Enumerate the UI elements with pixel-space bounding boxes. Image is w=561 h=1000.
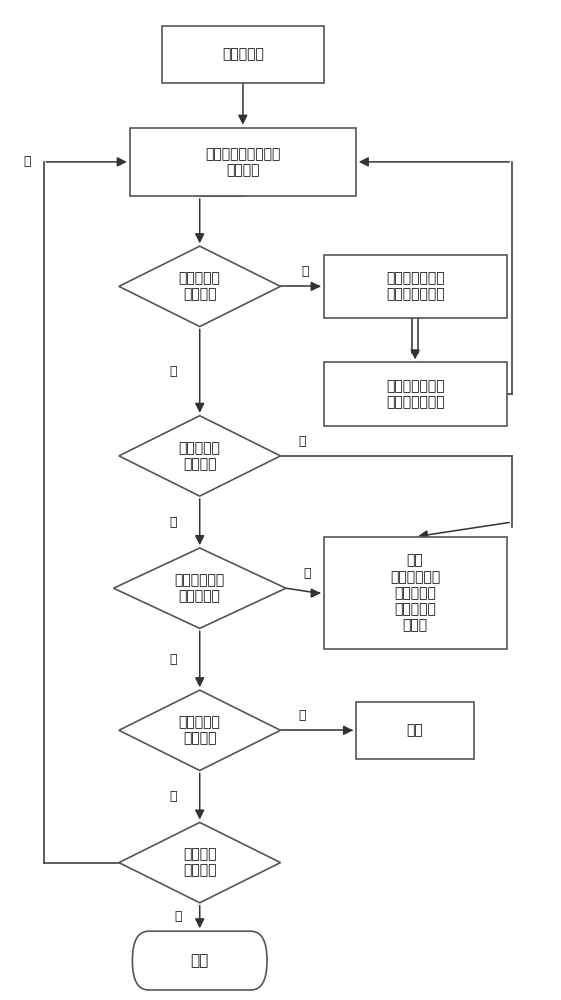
Text: 否: 否 <box>169 516 177 529</box>
Text: 纸币输入端
是否故障: 纸币输入端 是否故障 <box>179 271 220 301</box>
Text: 故障纸币输入端
停止工作并脱离: 故障纸币输入端 停止工作并脱离 <box>386 271 444 301</box>
Polygon shape <box>119 416 280 496</box>
FancyBboxPatch shape <box>130 128 356 196</box>
FancyBboxPatch shape <box>324 362 507 426</box>
FancyBboxPatch shape <box>132 931 267 990</box>
Text: 协调
主皮带速度和
与之连接的
纸币输入端
的速度: 协调 主皮带速度和 与之连接的 纸币输入端 的速度 <box>390 554 440 632</box>
Polygon shape <box>119 246 280 327</box>
FancyBboxPatch shape <box>356 702 475 759</box>
Text: 否: 否 <box>169 790 177 803</box>
FancyBboxPatch shape <box>324 537 507 649</box>
Text: 是: 是 <box>298 709 306 722</box>
Polygon shape <box>119 690 280 770</box>
Text: 故障排除，纸币
输入端重新接入: 故障排除，纸币 输入端重新接入 <box>386 379 444 409</box>
Text: 主输入皮带
是否故障: 主输入皮带 是否故障 <box>179 715 220 745</box>
Text: 是: 是 <box>301 265 309 278</box>
Text: 是: 是 <box>304 567 311 580</box>
Text: 纸币是否
输入完毕: 纸币是否 输入完毕 <box>183 848 217 878</box>
Text: 纸币输入，输入装置
正常运行: 纸币输入，输入装置 正常运行 <box>205 147 280 177</box>
Text: 停机: 停机 <box>407 723 424 737</box>
FancyBboxPatch shape <box>162 26 324 83</box>
Polygon shape <box>119 822 280 903</box>
Text: 结束: 结束 <box>191 953 209 968</box>
Text: 是: 是 <box>298 435 306 448</box>
Text: 否: 否 <box>24 155 31 168</box>
Text: 否: 否 <box>169 365 177 378</box>
Text: 纸币输入端
是否脱离: 纸币输入端 是否脱离 <box>179 441 220 471</box>
Text: 是否接入新的
纸币输入端: 是否接入新的 纸币输入端 <box>174 573 225 603</box>
FancyBboxPatch shape <box>324 255 507 318</box>
Polygon shape <box>113 548 286 628</box>
Text: 是: 是 <box>174 910 182 923</box>
Text: 否: 否 <box>169 653 177 666</box>
Text: 系统初始化: 系统初始化 <box>222 47 264 61</box>
